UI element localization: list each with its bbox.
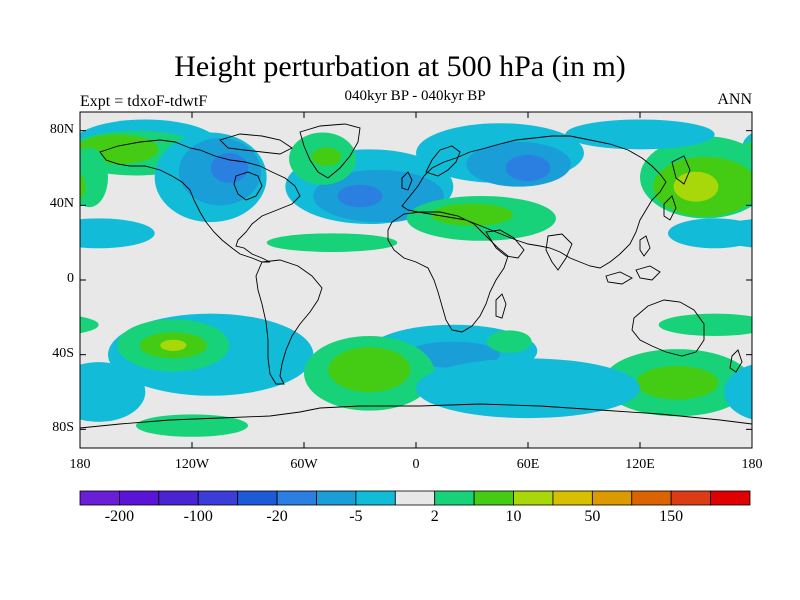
anomaly-region: [673, 171, 719, 202]
anomaly-region: [748, 143, 752, 156]
coast-indonesia-2: [635, 265, 661, 281]
coast-india: [545, 233, 573, 271]
colorbar: [79, 490, 751, 506]
anomaly-region: [80, 218, 155, 249]
colorbar-swatch: [434, 490, 475, 506]
colorbar-swatch: [394, 490, 436, 506]
colorbar-swatch: [473, 490, 514, 506]
coast-japan: [663, 195, 677, 221]
lat-tick-label: 80N: [49, 121, 74, 137]
coast-indonesia-1: [605, 271, 633, 285]
coast-kamchatka: [671, 155, 691, 185]
colorbar-swatch: [119, 490, 160, 506]
coast-hudson-bay: [233, 171, 263, 201]
colorbar-swatch: [355, 490, 396, 506]
plot-subtitle: 040kyr BP - 040kyr BP: [344, 88, 486, 104]
lon-tick-label: 180: [741, 457, 763, 472]
coast-scandinavia: [425, 145, 461, 177]
colorbar-swatch: [670, 490, 711, 506]
anomaly-region: [416, 358, 640, 419]
anomaly-region: [80, 316, 99, 334]
coast-north-america: [99, 139, 301, 263]
colorbar-label: -100: [183, 508, 213, 525]
lat-tick-label: 0: [67, 271, 74, 286]
colorbar-swatch: [237, 490, 278, 506]
axis-ticks: [79, 112, 753, 448]
lat-tick-label: 40S: [52, 345, 74, 361]
anomaly-region: [80, 362, 146, 422]
coast-archipelago: [219, 133, 293, 155]
colorbar-label: 50: [584, 508, 601, 525]
colorbar-label: -20: [266, 508, 288, 525]
anomaly-region: [486, 330, 532, 353]
lat-tick-label: 80S: [52, 420, 74, 436]
anomaly-region: [430, 203, 514, 226]
coast-arabia: [485, 229, 525, 259]
colorbar-swatch: [591, 490, 633, 506]
anomaly-region: [80, 173, 86, 201]
coast-greenland: [299, 123, 361, 179]
colorbar-label: 10: [505, 508, 522, 525]
anomaly-region: [636, 365, 719, 400]
anomaly-region: [565, 119, 715, 150]
colorbar-label: -5: [349, 508, 363, 525]
anomaly-region: [724, 364, 752, 420]
colorbar-swatch: [631, 490, 672, 506]
lon-tick-label: 60E: [516, 457, 540, 472]
anomaly-region: [658, 313, 752, 336]
anomaly-region: [668, 218, 752, 249]
coastlines: [80, 123, 752, 429]
lat-tick-label: 40N: [49, 196, 74, 212]
coast-madagascar: [495, 293, 507, 319]
anomaly-region: [160, 339, 187, 351]
anomaly-region: [311, 147, 342, 167]
lon-tick-label: 60W: [290, 457, 318, 472]
colorbar-swatch: [197, 490, 239, 506]
plot-title: Height perturbation at 500 hPa (in m): [174, 50, 626, 83]
colorbar-swatch: [552, 490, 593, 506]
anomaly-region: [210, 153, 248, 183]
anomaly-contours: [80, 119, 752, 437]
colorbar-swatch: [276, 490, 317, 506]
lon-tick-label: 180: [69, 457, 91, 472]
lon-tick-label: 120E: [625, 457, 655, 472]
colorbar-swatch: [513, 490, 554, 506]
colorbar-swatch: [79, 490, 120, 506]
coast-eurasia: [401, 135, 667, 269]
coast-philippines: [639, 235, 651, 257]
season-label: ANN: [717, 91, 752, 108]
anomaly-region: [337, 184, 383, 208]
colorbar-swatch: [710, 490, 751, 506]
lon-tick-label: 120W: [174, 457, 210, 472]
coast-africa: [387, 211, 509, 333]
anomaly-region: [328, 347, 411, 392]
coast-britain: [401, 171, 413, 191]
experiment-label: Expt = tdxoF-tdwtF: [80, 93, 208, 110]
anomaly-region: [505, 154, 551, 182]
colorbar-label: 2: [430, 508, 439, 525]
anomaly-region: [80, 224, 90, 243]
anomaly-region: [136, 414, 248, 437]
lon-tick-label: 0: [412, 457, 420, 472]
colorbar-label: -200: [104, 508, 135, 525]
colorbar-swatch: [316, 490, 357, 506]
coast-antarctica: [80, 403, 752, 429]
coast-south-america: [255, 259, 323, 385]
coast-new-zealand: [729, 349, 743, 373]
anomaly-region: [266, 233, 398, 253]
coast-australia: [631, 299, 705, 357]
colorbar-swatch: [158, 490, 199, 506]
colorbar-label: 150: [659, 508, 684, 525]
